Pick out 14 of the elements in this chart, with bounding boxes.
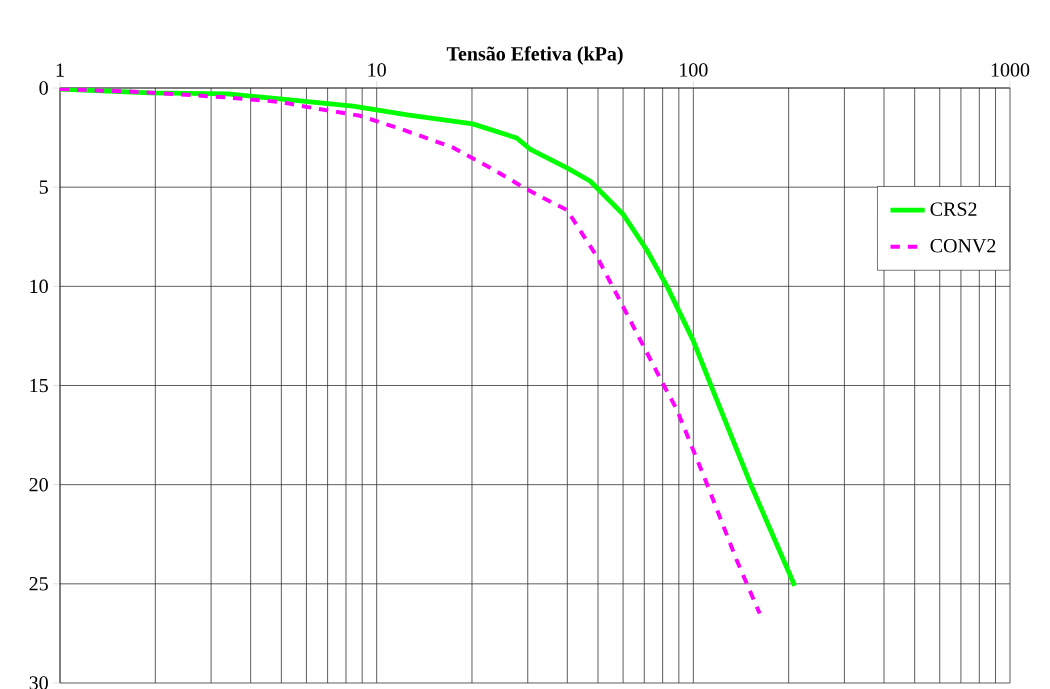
legend-label: CONV2 [930, 239, 996, 253]
y-tick-label: 0 [39, 81, 48, 95]
y-tick-label: 5 [39, 180, 48, 194]
y-tick-label: 20 [29, 477, 48, 492]
y-tick-label: 10 [30, 279, 48, 294]
y-tick-label: 30 [29, 676, 48, 689]
x-tick-label: 1000 [991, 63, 1030, 77]
x-axis-title: Tensão Efetiva (kPa) [446, 46, 623, 65]
y-tick-label: 25 [29, 577, 48, 591]
x-tick-label: 1 [56, 63, 64, 77]
x-tick-label: 10 [368, 63, 386, 77]
y-tick-label: 15 [30, 378, 48, 393]
x-tick-label: 100 [680, 63, 708, 77]
legend-label: CRS2 [930, 202, 977, 216]
